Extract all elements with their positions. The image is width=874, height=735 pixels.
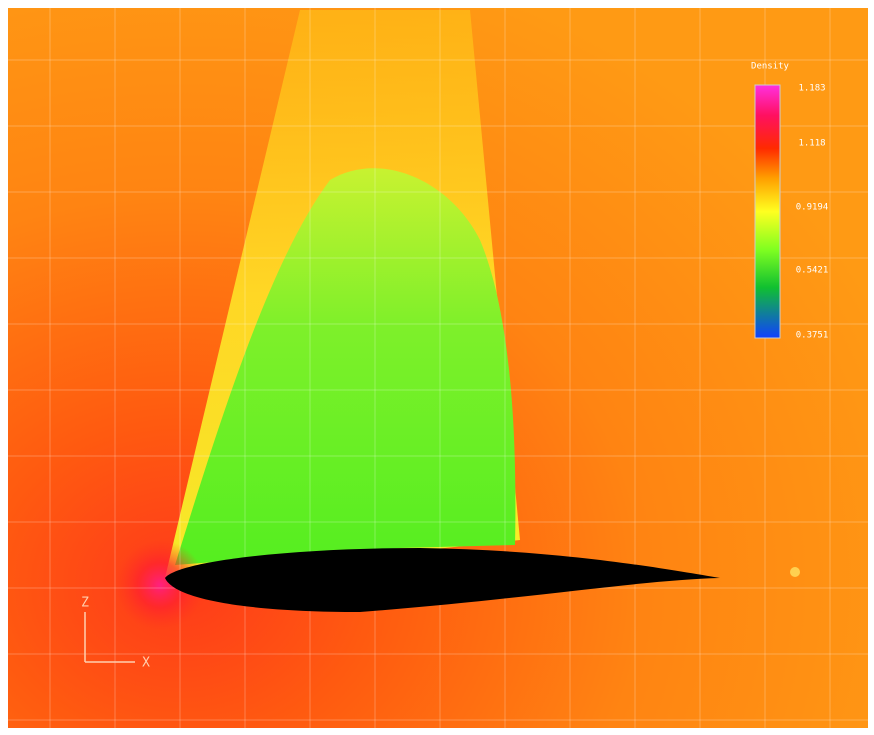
- x-axis-label: X: [142, 656, 150, 671]
- page: Density 1.183 1.118 0.9194 0.5421 0.3751 Z X…: [0, 0, 874, 735]
- z-axis-label: Z: [81, 596, 89, 611]
- colorbar-label: 0.5421: [796, 266, 829, 276]
- colorbar: [755, 85, 780, 338]
- colorbar-label: 0.3751: [796, 331, 829, 341]
- flow-view: Density 1.183 1.118 0.9194 0.5421 0.3751 Z X: [0, 0, 874, 735]
- colorbar-label: 1.183: [798, 84, 825, 94]
- wake-spot: [790, 567, 800, 577]
- colorbar-label: 1.118: [798, 139, 825, 149]
- colorbar-label: 0.9194: [796, 203, 829, 213]
- colorbar-title: Density: [751, 62, 790, 72]
